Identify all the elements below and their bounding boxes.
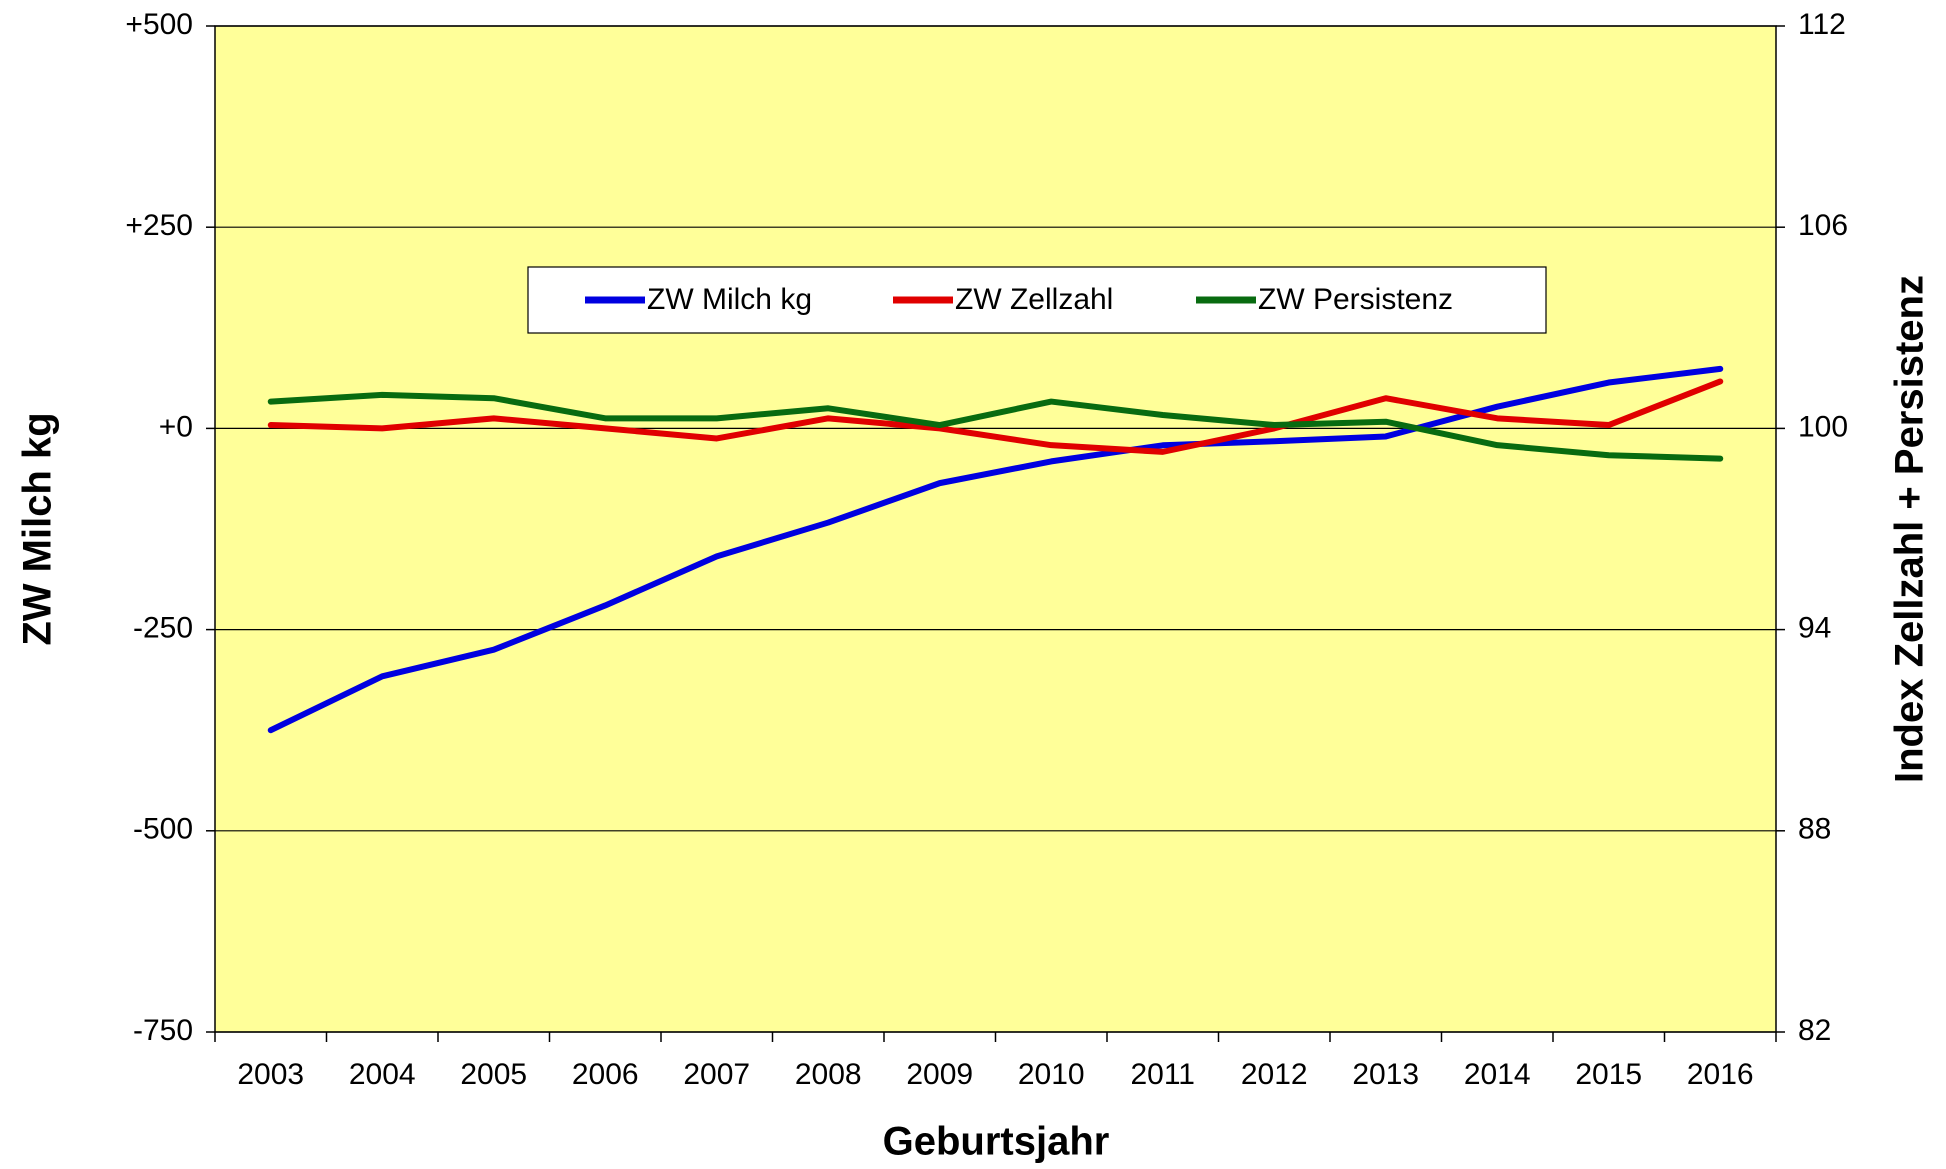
x-tick-label: 2007 [683, 1058, 750, 1091]
x-tick-label: 2011 [1130, 1058, 1195, 1091]
y-axis-title: ZW Milch kg [16, 412, 60, 645]
x-axis-title: Geburtsjahr [883, 1120, 1110, 1164]
x-tick-label: 2009 [906, 1058, 973, 1091]
x-tick-label: 2005 [460, 1058, 527, 1091]
y2-tick-label: 112 [1798, 8, 1846, 41]
legend-label: ZW Persistenz [1258, 283, 1453, 316]
x-tick-label: 2016 [1687, 1058, 1754, 1091]
y-tick-label: -250 [133, 612, 193, 645]
y2-tick-label: 82 [1798, 1014, 1831, 1047]
x-tick-label: 2004 [349, 1058, 416, 1091]
y-tick-label: -500 [133, 813, 193, 846]
y2-tick-label: 88 [1798, 813, 1831, 846]
x-tick-label: 2012 [1241, 1058, 1308, 1091]
x-tick-label: 2010 [1018, 1058, 1085, 1091]
y-tick-label: +0 [159, 410, 193, 443]
series-line [267, 391, 1724, 462]
series-line [267, 378, 1724, 455]
legend-label: ZW Zellzahl [955, 283, 1113, 316]
plot-area [215, 26, 1776, 1032]
x-tick-label: 2006 [572, 1058, 639, 1091]
x-tick-label: 2013 [1352, 1058, 1419, 1091]
plot-border [214, 25, 1777, 1033]
legend-box [527, 266, 1547, 334]
x-tick-label: 2015 [1575, 1058, 1642, 1091]
y2-axis-title: Index Zellzahl + Persistenz [1888, 275, 1932, 783]
y2-tick-label: 100 [1798, 410, 1848, 443]
x-tick-label: 2014 [1464, 1058, 1531, 1091]
y-tick-label: -750 [133, 1014, 193, 1047]
y2-tick-label: 94 [1798, 612, 1831, 645]
series-line [267, 365, 1724, 734]
y2-tick-label: 106 [1798, 209, 1848, 242]
legend: ZW Milch kg ZW Zellzahl ZW Persistenz [527, 266, 1547, 334]
x-tick-label: 2003 [237, 1058, 304, 1091]
y-tick-label: +500 [125, 8, 193, 41]
legend-label: ZW Milch kg [647, 283, 812, 316]
y-tick-label: +250 [125, 209, 193, 242]
x-tick-label: 2008 [795, 1058, 862, 1091]
